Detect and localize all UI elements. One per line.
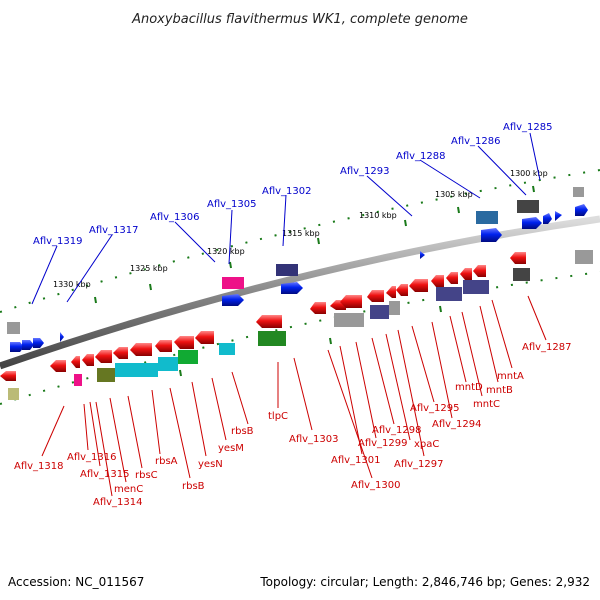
label-aflv-1317: Aflv_1317 bbox=[89, 225, 139, 236]
label-aflv-1293: Aflv_1293 bbox=[340, 166, 390, 177]
label-mntc: mntC bbox=[473, 399, 500, 410]
label-mnta: mntA bbox=[497, 371, 524, 382]
kbp-label-1325: 1325 kbp bbox=[130, 264, 168, 273]
label-xpac: xpaC bbox=[414, 439, 439, 450]
label-menc: menC bbox=[114, 484, 143, 495]
genome-backbone bbox=[0, 215, 600, 370]
genome-summary-text: Topology: circular; Length: 2,846,746 bp… bbox=[259, 575, 590, 589]
kbp-label-1330: 1330 kbp bbox=[53, 280, 91, 289]
label-rbsa: rbsA bbox=[155, 456, 178, 467]
genome-title: Anoxybacillus flavithermus WK1, complete… bbox=[131, 12, 468, 27]
label-aflv-1287: Aflv_1287 bbox=[522, 342, 572, 353]
label-aflv-1319: Aflv_1319 bbox=[33, 236, 83, 247]
reverse-genes bbox=[0, 252, 526, 381]
label-aflv-1288: Aflv_1288 bbox=[396, 151, 446, 162]
label-aflv-1286: Aflv_1286 bbox=[451, 136, 501, 147]
label-mntb: mntB bbox=[486, 385, 513, 396]
kbp-label-1310: 1310 kbp bbox=[359, 211, 397, 220]
accession-text: Accession: NC_011567 bbox=[8, 575, 144, 589]
label-aflv-1306: Aflv_1306 bbox=[150, 212, 200, 223]
label-aflv-1294: Aflv_1294 bbox=[432, 419, 482, 430]
label-aflv-1318: Aflv_1318 bbox=[14, 461, 64, 472]
label-aflv-1301: Aflv_1301 bbox=[331, 455, 381, 466]
label-aflv-1305: Aflv_1305 bbox=[207, 199, 257, 210]
forward-genes bbox=[10, 204, 588, 352]
label-tlpc: tlpC bbox=[268, 411, 288, 422]
forward-gene-boxes bbox=[7, 187, 584, 334]
kbp-label-1315: 1315 kbp bbox=[282, 229, 320, 238]
bottom-callout-lines bbox=[41, 295, 547, 497]
reverse-gene-boxes bbox=[8, 250, 593, 400]
kbp-label-1305: 1305 kbp bbox=[435, 190, 473, 199]
label-aflv-1295: Aflv_1295 bbox=[410, 403, 460, 414]
label-aflv-1285: Aflv_1285 bbox=[503, 122, 553, 133]
label-rbsb-1: rbsB bbox=[231, 426, 254, 437]
label-yesn: yesN bbox=[198, 459, 223, 470]
kbp-label-1320: 1320 kbp bbox=[207, 247, 245, 256]
label-mntd: mntD bbox=[455, 382, 483, 393]
label-aflv-1298: Aflv_1298 bbox=[372, 425, 422, 436]
label-aflv-1299: Aflv_1299 bbox=[358, 438, 408, 449]
label-aflv-1315: Aflv_1315 bbox=[80, 469, 130, 480]
top-callout-lines bbox=[31, 132, 541, 305]
label-aflv-1300: Aflv_1300 bbox=[351, 480, 401, 491]
label-yesm: yesM bbox=[218, 443, 244, 454]
kbp-label-1300: 1300 kbp bbox=[510, 169, 548, 178]
label-rbsb-2: rbsB bbox=[182, 481, 205, 492]
major-ticks bbox=[94, 185, 535, 377]
label-rbsc: rbsC bbox=[135, 470, 158, 481]
label-aflv-1303: Aflv_1303 bbox=[289, 434, 339, 445]
label-aflv-1297: Aflv_1297 bbox=[394, 459, 444, 470]
label-aflv-1314: Aflv_1314 bbox=[93, 497, 143, 508]
label-aflv-1316: Aflv_1316 bbox=[67, 452, 117, 463]
label-aflv-1302: Aflv_1302 bbox=[262, 186, 312, 197]
